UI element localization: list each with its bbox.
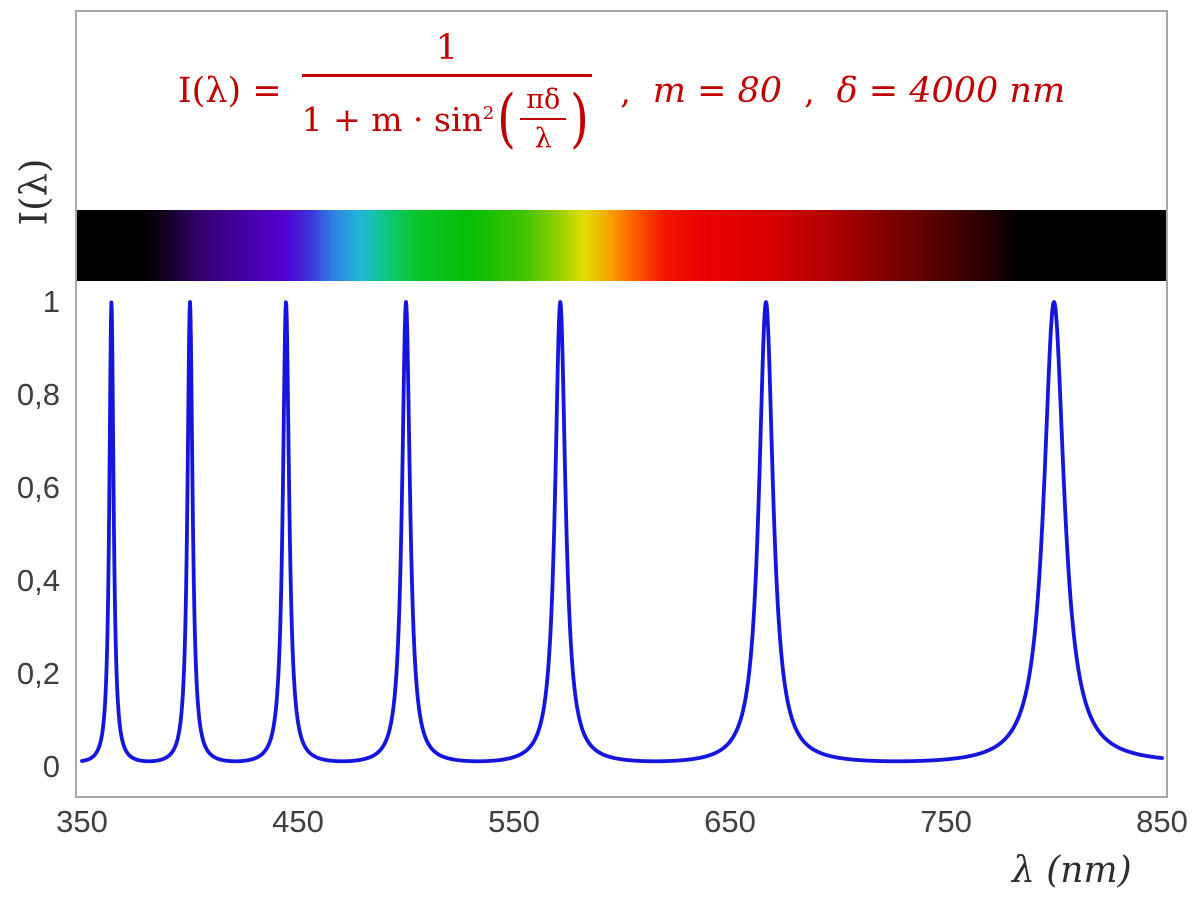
y-tick-label: 0,2 — [16, 656, 60, 691]
formula-fraction: 1 1 + m · sin2 ( πδ λ ) — [301, 28, 593, 154]
y-tick-label: 0,8 — [16, 377, 60, 412]
y-tick-label: 0,4 — [16, 563, 60, 598]
formula-numerator: 1 — [435, 28, 459, 68]
sin-exponent: 2 — [482, 102, 495, 124]
x-tick-label: 850 — [1136, 804, 1188, 839]
formula: I(λ) = 1 1 + m · sin2 ( πδ λ ) , m = 80 … — [77, 28, 1166, 154]
x-tick-label: 650 — [704, 804, 756, 839]
curve-svg — [80, 300, 1164, 764]
denominator-text: 1 + m · sin2 — [301, 99, 495, 139]
y-tick-label: 0 — [42, 749, 60, 784]
formula-lhs: I(λ) = — [177, 71, 282, 111]
plot-area: I(λ) = 1 1 + m · sin2 ( πδ λ ) , m = 80 … — [75, 10, 1168, 798]
inner-denominator: λ — [534, 123, 552, 154]
x-axis-title: λ (nm) — [1012, 850, 1132, 891]
formula-comma: , — [620, 71, 631, 111]
x-tick-label: 750 — [920, 804, 972, 839]
y-axis-title: I(λ) — [12, 158, 56, 226]
inner-numerator: πδ — [526, 84, 561, 115]
fraction-bar — [301, 74, 593, 77]
param-m: m = 80 — [652, 71, 783, 111]
open-paren: ( — [497, 81, 517, 156]
close-paren: ) — [570, 81, 590, 156]
x-tick-label: 350 — [56, 804, 108, 839]
param-delta: δ = 4000 nm — [836, 71, 1066, 111]
y-tick-label: 0,6 — [16, 470, 60, 505]
x-tick-label: 450 — [272, 804, 324, 839]
formula-denominator: 1 + m · sin2 ( πδ λ ) — [302, 77, 593, 154]
x-tick-label: 550 — [488, 804, 540, 839]
inner-fraction-bar — [520, 118, 567, 120]
formula-comma: , — [804, 71, 815, 111]
visible-spectrum-bar — [77, 210, 1166, 281]
y-tick-label: 1 — [42, 284, 60, 319]
intensity-curve — [80, 300, 1164, 764]
inner-fraction: πδ λ — [520, 84, 567, 154]
